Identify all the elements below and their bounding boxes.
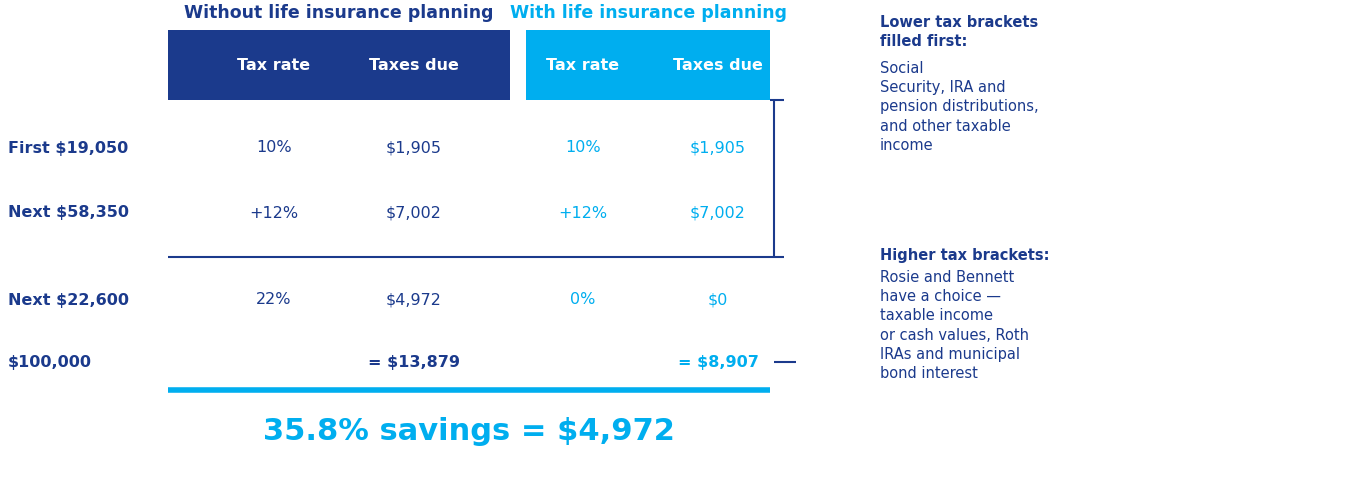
Text: 10%: 10% [566, 141, 601, 156]
Text: Higher tax brackets:: Higher tax brackets: [880, 248, 1049, 263]
Text: +12%: +12% [559, 205, 608, 221]
Text: $4,972: $4,972 [386, 292, 441, 307]
Bar [526, 30, 769, 100]
Text: $1,905: $1,905 [690, 141, 747, 156]
Text: Lower tax brackets
filled first:: Lower tax brackets filled first: [880, 15, 1038, 49]
Text: With life insurance planning: With life insurance planning [509, 4, 787, 22]
Text: Rosie and Bennett
have a choice —
taxable income
or cash values, Roth
IRAs and m: Rosie and Bennett have a choice — taxabl… [880, 270, 1029, 381]
Text: Tax rate: Tax rate [547, 58, 620, 73]
Text: Taxes due: Taxes due [369, 58, 459, 73]
Text: +12%: +12% [250, 205, 298, 221]
Text: $100,000: $100,000 [8, 354, 92, 369]
Text: Without life insurance planning: Without life insurance planning [184, 4, 494, 22]
Text: = $13,879: = $13,879 [369, 354, 460, 369]
Bar [167, 30, 510, 100]
Text: = $8,907: = $8,907 [678, 354, 759, 369]
Text: Taxes due: Taxes due [674, 58, 763, 73]
Text: 35.8% savings = $4,972: 35.8% savings = $4,972 [263, 418, 675, 447]
Text: 10%: 10% [256, 141, 292, 156]
Text: 22%: 22% [256, 292, 292, 307]
Text: 0%: 0% [570, 292, 595, 307]
Text: Tax rate: Tax rate [238, 58, 310, 73]
Text: $0: $0 [707, 292, 728, 307]
Text: $7,002: $7,002 [386, 205, 441, 221]
Text: Next $58,350: Next $58,350 [8, 205, 130, 221]
Text: First $19,050: First $19,050 [8, 141, 128, 156]
Text: Social
Security, IRA and
pension distributions,
and other taxable
income: Social Security, IRA and pension distrib… [880, 61, 1038, 153]
Text: $7,002: $7,002 [690, 205, 747, 221]
Text: $1,905: $1,905 [386, 141, 441, 156]
Text: Next $22,600: Next $22,600 [8, 292, 130, 307]
